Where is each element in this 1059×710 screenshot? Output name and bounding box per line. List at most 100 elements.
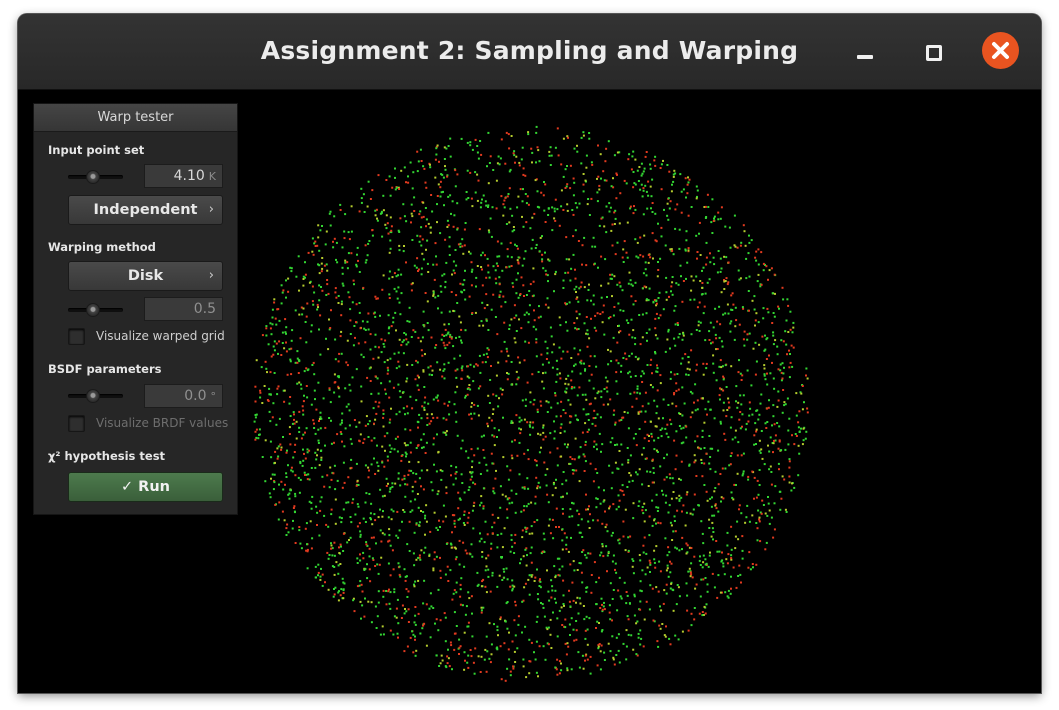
sample-point: [455, 376, 458, 379]
sample-point: [687, 356, 690, 358]
sample-point: [288, 433, 291, 435]
bsdf-parameter-field[interactable]: 0.0 °: [144, 384, 223, 408]
checkbox-box[interactable]: [68, 328, 85, 345]
warping-method-dropdown[interactable]: Disk ›: [68, 261, 223, 291]
sample-point: [569, 187, 572, 190]
sample-point: [453, 589, 456, 592]
sample-point: [572, 560, 575, 563]
point-count-slider-knob[interactable]: [86, 170, 100, 184]
sample-point: [310, 324, 313, 327]
sample-point: [570, 617, 573, 620]
warp-visualization-canvas[interactable]: Warp tester Input point set 4.10 K Indepe…: [18, 90, 1041, 693]
sample-point: [549, 451, 552, 454]
sample-point: [596, 498, 599, 500]
bsdf-parameter-slider[interactable]: [68, 389, 123, 403]
sample-point: [659, 627, 662, 630]
sample-point: [742, 394, 745, 397]
sample-point: [562, 579, 565, 582]
sample-point: [463, 524, 466, 526]
sample-point: [398, 188, 401, 190]
panel-title[interactable]: Warp tester: [34, 104, 237, 132]
sample-point: [316, 308, 319, 311]
sample-point: [647, 440, 650, 442]
sample-point: [313, 291, 316, 294]
warp-parameter-slider-knob[interactable]: [86, 303, 100, 317]
sample-point: [506, 465, 509, 468]
sample-point: [626, 615, 629, 618]
checkbox-box[interactable]: [68, 415, 85, 432]
point-count-field[interactable]: 4.10 K: [144, 164, 223, 188]
bsdf-parameter-slider-knob[interactable]: [86, 389, 100, 403]
sample-point: [285, 534, 288, 536]
run-chi2-button[interactable]: ✓ Run: [68, 472, 223, 502]
sample-point: [394, 482, 397, 485]
sample-point: [698, 221, 701, 224]
sample-point: [390, 225, 393, 228]
sample-point: [345, 501, 348, 504]
sample-point: [567, 374, 570, 377]
sample-point: [429, 231, 432, 234]
sample-point: [352, 498, 355, 501]
sample-point: [414, 635, 416, 638]
title-bar[interactable]: Assignment 2: Sampling and Warping: [18, 14, 1041, 90]
sample-point: [727, 596, 730, 599]
point-count-slider[interactable]: [68, 170, 123, 184]
sample-point: [566, 642, 569, 645]
sample-point: [341, 486, 344, 489]
sample-point: [546, 493, 549, 496]
sample-point: [689, 575, 692, 578]
sample-point: [340, 588, 343, 591]
sample-point: [339, 543, 342, 546]
sample-point: [760, 512, 763, 515]
sample-point: [376, 461, 379, 464]
sample-point: [492, 487, 495, 490]
sample-point: [784, 330, 787, 333]
sample-point: [370, 463, 373, 466]
sample-point: [649, 470, 652, 473]
sample-point: [754, 422, 757, 425]
sample-point: [313, 389, 316, 392]
sample-point: [806, 407, 809, 410]
warp-parameter-slider[interactable]: [68, 303, 123, 317]
sample-point: [671, 477, 674, 480]
warp-parameter-field[interactable]: 0.5: [144, 297, 223, 321]
sample-point: [339, 335, 342, 338]
sample-point: [786, 353, 788, 356]
sample-point: [665, 569, 668, 572]
sample-point: [525, 547, 528, 550]
sample-point: [760, 251, 763, 254]
sample-point: [642, 255, 645, 258]
sample-point: [427, 366, 430, 369]
sample-point: [582, 667, 585, 670]
sample-point: [738, 504, 741, 507]
close-icon[interactable]: [982, 32, 1019, 69]
sample-point: [392, 321, 395, 324]
sample-point: [584, 422, 587, 425]
sample-point: [642, 272, 645, 275]
sample-point: [721, 591, 723, 594]
maximize-icon[interactable]: [918, 36, 950, 68]
sample-point: [708, 462, 711, 465]
sample-point: [283, 347, 286, 350]
sample-point: [406, 483, 409, 486]
sample-point: [303, 370, 306, 373]
sample-point: [622, 357, 625, 359]
sample-point: [707, 565, 710, 568]
sample-point: [753, 476, 756, 479]
sample-point: [653, 620, 656, 623]
sample-point: [520, 428, 522, 431]
sample-point: [599, 313, 602, 315]
minimize-icon[interactable]: [850, 36, 882, 68]
sample-point: [328, 486, 331, 489]
sample-point: [785, 319, 788, 322]
sample-point: [425, 225, 427, 228]
sample-point: [499, 387, 502, 390]
sample-point: [477, 157, 480, 160]
sample-point: [762, 262, 765, 265]
sample-point: [599, 502, 602, 505]
sample-point: [470, 655, 473, 658]
sample-point: [632, 572, 635, 575]
sample-point: [613, 275, 616, 278]
sample-point: [649, 167, 652, 170]
point-generator-dropdown[interactable]: Independent ›: [68, 195, 223, 225]
